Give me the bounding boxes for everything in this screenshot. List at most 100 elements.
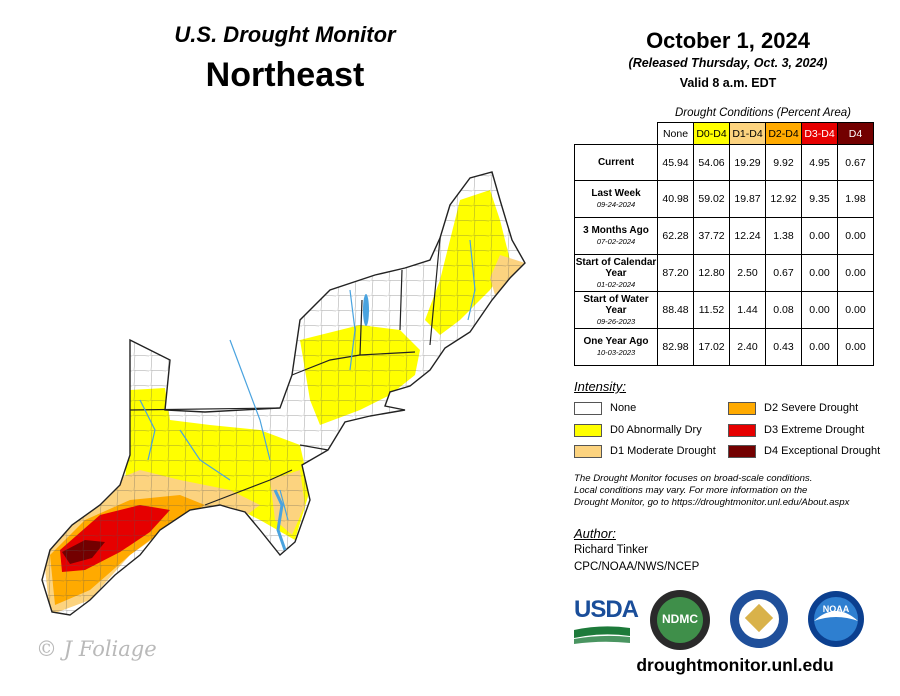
table-cell: 0.00 <box>801 254 838 292</box>
legend-swatch <box>728 401 756 415</box>
col-header: None <box>657 122 694 145</box>
table-cell: 62.28 <box>657 217 694 255</box>
noaa-logo: NOAA <box>808 591 864 647</box>
col-header: D0-D4 <box>693 122 730 145</box>
legend-label: D4 Exceptional Drought <box>764 445 881 457</box>
table-cell: 0.00 <box>837 254 874 292</box>
table-cell: 9.35 <box>801 180 838 218</box>
table-caption: Drought Conditions (Percent Area) <box>675 107 851 119</box>
ndmc-logo-text: NDMC <box>662 612 698 626</box>
legend-swatch <box>728 423 756 437</box>
legend-item-d4: D4 Exceptional Drought <box>728 443 880 459</box>
rivers <box>139 239 476 521</box>
table-cell: 82.98 <box>657 328 694 366</box>
author-heading: Author: <box>574 526 616 541</box>
note-line: The Drought Monitor focuses on broad-sca… <box>574 473 813 484</box>
legend-item-none: None <box>574 400 636 416</box>
col-header: D2-D4 <box>765 122 802 145</box>
row-label: Start of Calendar Year 01-02-2024 <box>574 254 658 292</box>
table-cell: 9.92 <box>765 144 802 181</box>
drought-stats-table: None D0-D4 D1-D4 D2-D4 D3-D4 D4 Current … <box>574 122 874 366</box>
release-date: (Released Thursday, Oct. 3, 2024) <box>628 56 828 70</box>
table-cell: 19.29 <box>729 144 766 181</box>
row-label: Start of Water Year 09-26-2023 <box>574 291 658 329</box>
table-row: Start of Water Year 09-26-2023 88.48 11.5… <box>574 291 874 329</box>
table-row: Last Week 09-24-2024 40.98 59.02 19.87 12… <box>574 180 874 218</box>
table-cell: 1.98 <box>837 180 874 218</box>
table-cell: 12.24 <box>729 217 766 255</box>
legend-item-d2: D2 Severe Drought <box>728 400 858 416</box>
valid-time: Valid 8 a.m. EDT <box>679 76 777 90</box>
usda-logo-text: USDA <box>574 596 639 623</box>
table-cell: 54.06 <box>693 144 730 181</box>
col-header: D1-D4 <box>729 122 766 145</box>
table-corner <box>575 123 658 145</box>
table-cell: 88.48 <box>657 291 694 329</box>
table-cell: 12.92 <box>765 180 802 218</box>
table-row: 3 Months Ago 07-02-2024 62.28 37.72 12.24… <box>574 217 874 255</box>
row-label: 3 Months Ago 07-02-2024 <box>574 217 658 255</box>
usda-logo: USDA <box>574 596 639 644</box>
legend-label: D2 Severe Drought <box>764 402 859 414</box>
table-row: Current 45.94 54.06 19.29 9.92 4.95 0.67 <box>574 144 874 181</box>
disclaimer-note: The Drought Monitor focuses on broad-sca… <box>574 473 894 509</box>
table-cell: 87.20 <box>657 254 694 292</box>
region-title: Northeast <box>205 56 365 94</box>
table-row: One Year Ago 10-03-2023 82.98 17.02 2.40 … <box>574 328 874 366</box>
table-cell: 4.95 <box>801 144 838 181</box>
table-cell: 0.67 <box>837 144 874 181</box>
table-cell: 0.08 <box>765 291 802 329</box>
table-row: Start of Calendar Year 01-02-2024 87.20 1… <box>574 254 874 292</box>
noaa-logo-text: NOAA <box>822 604 850 614</box>
legend-label: D0 Abnormally Dry <box>610 424 702 436</box>
note-line: Local conditions may vary. For more info… <box>574 485 808 496</box>
legend-swatch <box>574 423 602 437</box>
legend-label: None <box>610 402 637 414</box>
intensity-heading: Intensity: <box>574 379 627 394</box>
legend-item-d0: D0 Abnormally Dry <box>574 422 702 438</box>
table-cell: 12.80 <box>693 254 730 292</box>
table-cell: 11.52 <box>693 291 730 329</box>
table-cell: 19.87 <box>729 180 766 218</box>
table-cell: 0.00 <box>837 217 874 255</box>
noaa-bird-icon <box>814 597 858 641</box>
table-cell: 45.94 <box>657 144 694 181</box>
author-name: Richard Tinker <box>574 544 649 556</box>
table-cell: 0.00 <box>837 328 874 366</box>
table-cell: 2.40 <box>729 328 766 366</box>
legend-swatch <box>574 401 602 415</box>
legend-swatch <box>728 444 756 458</box>
table-cell: 0.00 <box>801 328 838 366</box>
table-cell: 1.38 <box>765 217 802 255</box>
map-date: October 1, 2024 <box>646 28 810 53</box>
table-cell: 40.98 <box>657 180 694 218</box>
table-cell: 17.02 <box>693 328 730 366</box>
col-header: D4 <box>837 122 874 145</box>
row-label: One Year Ago 10-03-2023 <box>574 328 658 366</box>
table-cell: 0.00 <box>801 291 838 329</box>
website-link[interactable]: droughtmonitor.unl.edu <box>636 655 834 675</box>
commerce-seal <box>730 590 788 648</box>
usda-logo-swoosh <box>574 626 630 644</box>
table-cell: 37.72 <box>693 217 730 255</box>
col-header: D3-D4 <box>801 122 838 145</box>
table-cell: 1.44 <box>729 291 766 329</box>
row-label: Current <box>574 144 658 181</box>
chesapeake-bay <box>273 489 287 551</box>
legend-swatch <box>574 444 602 458</box>
row-label: Last Week 09-24-2024 <box>574 180 658 218</box>
table-cell: 2.50 <box>729 254 766 292</box>
ndmc-logo: NDMC <box>650 590 710 650</box>
legend-item-d1: D1 Moderate Drought <box>574 443 716 459</box>
table-cell: 0.43 <box>765 328 802 366</box>
author-org: CPC/NOAA/NWS/NCEP <box>574 561 700 573</box>
lake-champlain <box>363 294 369 326</box>
table-cell: 0.00 <box>801 217 838 255</box>
legend-item-d3: D3 Extreme Drought <box>728 422 864 438</box>
ndmc-logo-inner <box>657 597 703 643</box>
table-cell: 0.67 <box>765 254 802 292</box>
legend-label: D1 Moderate Drought <box>610 445 716 457</box>
map-title: U.S. Drought Monitor <box>174 22 396 47</box>
table-cell: 59.02 <box>693 180 730 218</box>
note-line: Drought Monitor, go to https://droughtmo… <box>574 497 850 508</box>
